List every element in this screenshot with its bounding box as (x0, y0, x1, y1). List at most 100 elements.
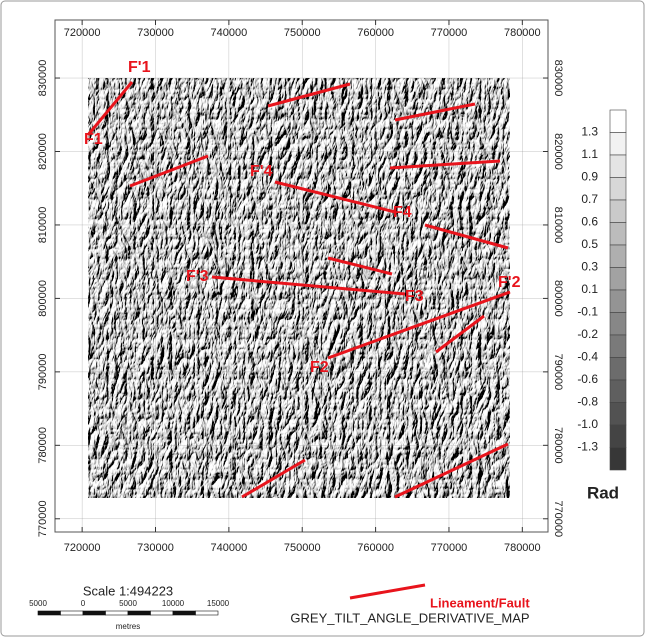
colorbar-label: 0.5 (581, 237, 598, 251)
colorbar-label: -0.1 (577, 305, 598, 319)
x-tick-label: 750000 (284, 542, 321, 554)
x-tick-label: 730000 (137, 542, 174, 554)
scale-tick-label: 15000 (207, 599, 230, 608)
scale-tick-label: 5000 (29, 599, 47, 608)
scale-segment (195, 610, 219, 616)
y-tick-label: 790000 (552, 354, 564, 391)
scale-segment (127, 610, 151, 616)
x-tick-label: 780000 (504, 542, 541, 554)
y-tick-label: 800000 (552, 280, 564, 317)
lineament (435, 314, 485, 354)
colorbar-label: 1.3 (581, 125, 598, 139)
colorbar-label: 0.6 (581, 215, 598, 229)
x-tick-label: 760000 (357, 542, 394, 554)
lineament (327, 256, 393, 276)
colorbar-label: 0.1 (581, 282, 598, 296)
lineament (86, 81, 134, 136)
y-tick-label: 780000 (37, 427, 49, 464)
lineament (424, 223, 509, 250)
colorbar-swatch (609, 244, 627, 268)
x-tick-label: 740000 (211, 542, 248, 554)
fault-label: F2 (310, 359, 329, 376)
fault-label: F4 (393, 204, 412, 221)
scale-segment (172, 610, 196, 616)
fault-label: F'4 (250, 163, 273, 180)
x-tick-label: 740000 (211, 27, 248, 39)
x-tick-label: 720000 (64, 542, 101, 554)
colorbar-swatch (609, 177, 627, 201)
colorbar-unit: Rad (587, 483, 619, 502)
y-tick-label: 810000 (552, 207, 564, 244)
scale-segment (82, 610, 106, 616)
lineaments (86, 81, 511, 499)
scale-unit: metres (116, 622, 140, 631)
colorbar-label: -0.6 (577, 372, 598, 386)
colorbar-label: 0.9 (581, 170, 598, 184)
lineament (267, 82, 351, 108)
y-tick-label: 820000 (37, 133, 49, 170)
y-tick-label: 810000 (37, 207, 49, 244)
colorbar-label: 1.1 (581, 147, 598, 161)
colorbar-swatch (609, 154, 627, 178)
lineament (241, 458, 306, 499)
x-tick-label: 780000 (504, 27, 541, 39)
colorbar-swatch (609, 357, 627, 381)
colorbar-swatch (609, 334, 627, 358)
scale-segment (150, 610, 174, 616)
colorbar-swatch (609, 402, 627, 426)
grey-relief-image (88, 78, 510, 498)
x-tick-label: 760000 (357, 27, 394, 39)
colorbar-swatch (609, 289, 627, 313)
lineament (394, 442, 509, 499)
x-tick-label: 730000 (137, 27, 174, 39)
y-tick-label: 830000 (552, 60, 564, 97)
y-tick-label: 770000 (552, 500, 564, 537)
y-tick-label: 800000 (37, 280, 49, 317)
colorbar-label: -0.4 (577, 350, 598, 364)
colorbar-label: 0.7 (581, 192, 598, 206)
colorbar-swatch (609, 424, 627, 448)
y-tick-label: 770000 (37, 500, 49, 537)
scale-bar: 5000 0 5000 10000 15000 (29, 599, 230, 616)
fault-label: F1 (84, 131, 103, 148)
grid: 720000 720000 730000 730000 740000 740000 7500… (37, 20, 564, 554)
colorbar-label: -0.2 (577, 327, 598, 341)
x-tick-label: 750000 (284, 27, 321, 39)
scale-segment (60, 610, 84, 616)
colorbar-label: -1.3 (577, 440, 598, 454)
colorbar-swatch (609, 447, 627, 471)
map-frame (54, 19, 549, 533)
fault-label: F3 (405, 288, 424, 305)
fault-label: F'3 (186, 268, 209, 285)
colorbar-label: -1.0 (577, 417, 598, 431)
lineament (389, 159, 501, 170)
scale-tick-label: 5000 (119, 599, 137, 608)
colorbar-swatch (609, 379, 627, 403)
y-tick-label: 780000 (552, 427, 564, 464)
scale-title: Scale 1:494223 (83, 583, 173, 598)
colorbar-swatch (609, 132, 627, 156)
lineament (211, 275, 406, 296)
colorbar: 1.3 1.1 0.9 0.7 0.6 0.5 0.3 0.1 -0.1 -0.2 -0.4 -0.6… (577, 109, 627, 471)
colorbar-label: -0.8 (577, 395, 598, 409)
fault-label: F'2 (498, 274, 521, 291)
x-tick-label: 720000 (64, 27, 101, 39)
scale-segment (37, 610, 61, 616)
lineament (394, 102, 476, 122)
legend-symbol (349, 583, 426, 600)
x-tick-label: 770000 (431, 542, 468, 554)
map-title: GREY_TILT_ANGLE_DERIVATIVE_MAP (290, 610, 529, 625)
colorbar-swatch (609, 222, 627, 246)
fault-label: F'1 (128, 59, 151, 76)
lineament (327, 290, 511, 360)
y-tick-label: 820000 (552, 133, 564, 170)
scale-tick-label: 0 (81, 599, 86, 608)
lineament (274, 180, 396, 214)
colorbar-swatch (609, 267, 627, 291)
colorbar-swatch (609, 109, 627, 133)
x-tick-label: 770000 (431, 27, 468, 39)
colorbar-label: 0.3 (581, 260, 598, 274)
lineament (129, 154, 209, 188)
colorbar-swatch (609, 199, 627, 223)
